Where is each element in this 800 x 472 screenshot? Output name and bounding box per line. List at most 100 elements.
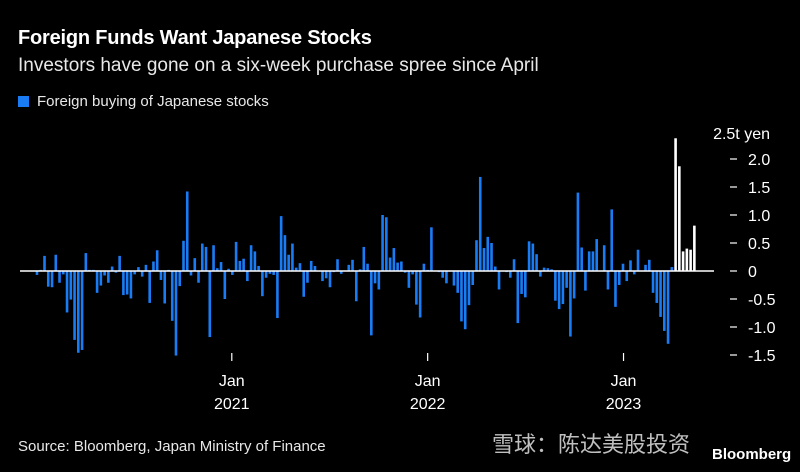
bar <box>238 260 242 271</box>
bar <box>632 271 636 275</box>
bar <box>385 217 388 271</box>
bar <box>644 264 647 271</box>
bar <box>478 176 482 271</box>
bar <box>324 271 328 279</box>
bar <box>569 271 572 337</box>
bar <box>651 271 655 293</box>
bar <box>61 271 65 275</box>
bar <box>689 249 692 271</box>
y-tick-label: -1.0 <box>748 320 776 337</box>
bar <box>554 271 557 301</box>
bar <box>430 227 433 271</box>
bar <box>681 251 685 271</box>
bar <box>336 259 339 271</box>
source-note: Source: Bloomberg, Japan Ministry of Fin… <box>18 438 326 455</box>
bar <box>636 249 640 271</box>
bar <box>133 271 136 275</box>
bar <box>358 269 362 271</box>
bar <box>189 271 193 276</box>
x-tick-year: 2023 <box>606 396 642 413</box>
bar <box>185 191 189 271</box>
bar <box>249 245 253 271</box>
x-tick-month: Jan <box>415 373 441 390</box>
bar <box>475 240 478 271</box>
bar <box>663 271 666 331</box>
bar <box>512 259 516 271</box>
bar <box>309 260 313 271</box>
bar <box>99 271 103 286</box>
bar <box>174 271 178 356</box>
bar <box>125 271 129 295</box>
bar <box>144 264 148 271</box>
chart-subtitle: Investors have gone on a six-week purcha… <box>18 55 539 76</box>
bar <box>69 271 73 300</box>
bar <box>535 254 538 271</box>
legend-swatch <box>18 96 29 107</box>
bar <box>283 235 287 271</box>
bar <box>362 246 366 271</box>
bar <box>148 271 151 303</box>
bar <box>227 268 230 271</box>
bar <box>377 271 381 290</box>
bar <box>204 246 208 271</box>
bar <box>58 271 61 283</box>
bar <box>268 271 272 274</box>
bar <box>565 271 568 288</box>
bar <box>54 254 58 271</box>
bar <box>339 271 343 274</box>
bar <box>516 271 520 324</box>
bar <box>370 271 373 336</box>
bar <box>400 261 403 271</box>
bar <box>396 262 399 271</box>
bar <box>415 271 418 305</box>
bar <box>659 271 662 317</box>
bar <box>629 260 632 271</box>
y-axis-unit-label: 2.5t yen <box>713 126 770 143</box>
bar <box>647 259 651 271</box>
bar <box>557 271 561 310</box>
bar <box>542 267 546 271</box>
bar <box>366 263 369 271</box>
bar <box>170 271 174 321</box>
bar <box>587 251 591 271</box>
bar <box>666 271 670 344</box>
bar <box>381 215 384 271</box>
bar <box>602 245 606 271</box>
bar <box>200 243 204 271</box>
bar <box>257 265 260 271</box>
bar <box>452 271 456 286</box>
bar <box>253 251 257 271</box>
bar <box>50 271 54 288</box>
chart-title: Foreign Funds Want Japanese Stocks <box>18 27 372 49</box>
bar <box>77 271 80 353</box>
bar <box>460 271 463 322</box>
y-tick-label: 1.5 <box>748 180 770 197</box>
bar <box>531 243 535 271</box>
bar <box>693 225 696 271</box>
bars-group <box>20 138 714 356</box>
bar <box>490 243 493 271</box>
bar <box>674 138 677 271</box>
bar <box>670 267 674 271</box>
bar <box>178 271 182 287</box>
x-tick-year: 2022 <box>410 396 446 413</box>
bar <box>313 265 317 271</box>
bar <box>43 255 46 271</box>
bar <box>80 271 84 350</box>
bar <box>561 271 565 305</box>
bar <box>625 271 629 282</box>
bar <box>118 255 121 271</box>
x-tick-year: 2021 <box>214 396 250 413</box>
bar <box>216 268 219 271</box>
bar <box>298 263 302 271</box>
bar <box>509 271 512 278</box>
bar <box>445 271 448 284</box>
bar <box>163 271 167 304</box>
bar <box>264 271 268 278</box>
bar <box>103 271 106 276</box>
bar <box>155 250 159 271</box>
bar <box>73 271 76 340</box>
bar <box>321 271 324 282</box>
bar <box>110 266 114 271</box>
